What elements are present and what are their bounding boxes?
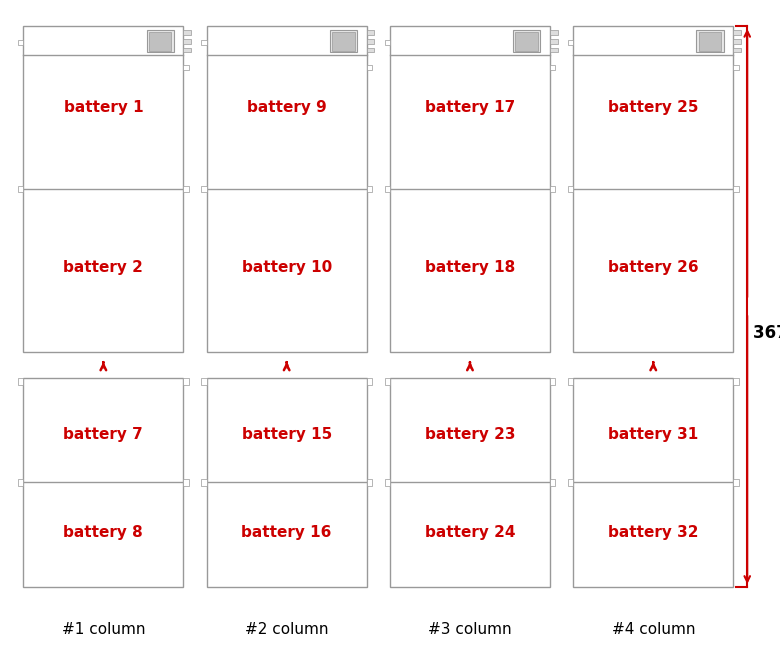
Bar [733, 378, 739, 385]
Bar [183, 479, 189, 486]
Text: 3670 mm: 3670 mm [753, 323, 780, 342]
Bar [23, 378, 183, 587]
Bar [550, 378, 555, 385]
Bar [733, 39, 741, 44]
Bar [550, 186, 555, 192]
Bar [367, 186, 372, 192]
Bar [573, 378, 733, 587]
Bar [573, 26, 733, 352]
Bar [183, 30, 191, 35]
Bar [332, 33, 355, 50]
Bar [367, 30, 374, 35]
Text: battery 18: battery 18 [425, 259, 515, 275]
Text: battery 8: battery 8 [63, 525, 144, 540]
Bar [733, 30, 741, 35]
Bar [385, 186, 390, 192]
Bar [385, 40, 390, 45]
Text: battery 10: battery 10 [242, 259, 332, 275]
Text: battery 7: battery 7 [63, 427, 144, 442]
Bar [367, 479, 372, 486]
Bar [697, 31, 724, 53]
Bar [568, 378, 573, 385]
Text: battery 2: battery 2 [63, 259, 144, 275]
Bar [147, 31, 174, 53]
Bar [201, 40, 207, 45]
Bar [330, 31, 357, 53]
Bar [385, 378, 390, 385]
Bar [367, 65, 372, 70]
Bar [18, 378, 23, 385]
Bar [550, 30, 558, 35]
Bar [550, 48, 558, 53]
Bar [18, 479, 23, 486]
Text: battery 1: battery 1 [63, 100, 144, 115]
Bar [390, 26, 550, 352]
Bar [183, 186, 189, 192]
Bar [23, 26, 183, 352]
Text: #4 column: #4 column [612, 621, 695, 637]
Bar [699, 33, 722, 50]
Bar [149, 33, 172, 50]
Bar [550, 65, 555, 70]
Bar [568, 40, 573, 45]
Text: battery 26: battery 26 [608, 259, 699, 275]
Bar [367, 39, 374, 44]
Bar [733, 186, 739, 192]
Bar [568, 479, 573, 486]
Bar [207, 378, 367, 587]
Text: #1 column: #1 column [62, 621, 145, 637]
Text: battery 32: battery 32 [608, 525, 699, 540]
Bar [513, 31, 541, 53]
Bar [733, 65, 739, 70]
Bar [201, 186, 207, 192]
Bar [367, 48, 374, 53]
Bar [201, 479, 207, 486]
Bar [385, 479, 390, 486]
Bar [201, 378, 207, 385]
Bar [733, 479, 739, 486]
Text: #3 column: #3 column [428, 621, 512, 637]
Bar [183, 378, 189, 385]
Bar [568, 186, 573, 192]
Bar [183, 39, 191, 44]
Bar [550, 39, 558, 44]
Bar [18, 40, 23, 45]
Bar [550, 479, 555, 486]
Bar [183, 48, 191, 53]
Text: battery 17: battery 17 [425, 100, 515, 115]
Bar [390, 378, 550, 587]
Bar [733, 48, 741, 53]
Text: battery 23: battery 23 [424, 427, 516, 442]
Text: battery 25: battery 25 [608, 100, 699, 115]
Text: battery 9: battery 9 [246, 100, 327, 115]
Bar [183, 65, 189, 70]
Bar [516, 33, 538, 50]
Bar [367, 378, 372, 385]
Text: battery 24: battery 24 [424, 525, 516, 540]
Bar [18, 186, 23, 192]
Text: #2 column: #2 column [245, 621, 328, 637]
Text: battery 15: battery 15 [242, 427, 332, 442]
Text: battery 31: battery 31 [608, 427, 698, 442]
Bar [207, 26, 367, 352]
Text: battery 16: battery 16 [242, 525, 332, 540]
